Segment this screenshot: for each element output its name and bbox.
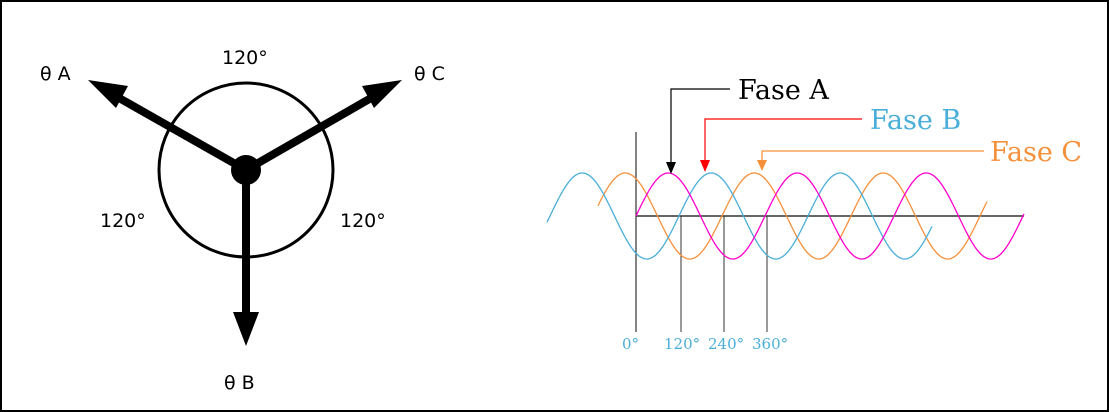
- wave-phase-b: [546, 172, 933, 260]
- wave-phase-a: [635, 172, 1025, 260]
- callout-label-fase-a: Fase A: [738, 75, 829, 106]
- tick-label-0: 0°: [622, 335, 639, 353]
- callout-label-fase-c: Fase C: [990, 137, 1082, 168]
- waveform-diagram: Fase A Fase B Fase C 0° 120° 240° 360°: [546, 75, 1082, 353]
- tick-label-360: 360°: [752, 335, 788, 353]
- vector-c-arrowhead: [362, 80, 402, 108]
- wave-phase-c: [597, 172, 988, 260]
- vector-c-shaft: [244, 90, 380, 174]
- label-theta-a: θ A: [40, 63, 71, 85]
- callout-arrowhead-a: [666, 162, 676, 174]
- angle-label-right: 120°: [340, 210, 386, 232]
- tick-label-240: 240°: [708, 335, 744, 353]
- callout-arrow-a: [670, 88, 730, 170]
- tick-label-120: 120°: [664, 335, 700, 353]
- angle-label-top: 120°: [222, 47, 268, 69]
- callout-arrowhead-c: [757, 160, 767, 171]
- vector-a-shaft: [110, 90, 248, 174]
- label-theta-c: θ C: [414, 63, 445, 85]
- label-theta-b: θ B: [224, 372, 255, 394]
- callout-arrowhead-b: [700, 160, 710, 172]
- phasor-center-dot: [231, 155, 261, 185]
- callout-arrow-c: [761, 150, 984, 167]
- vector-b-arrowhead: [233, 312, 259, 346]
- vector-a-arrowhead: [88, 80, 128, 108]
- callout-arrow-b: [704, 118, 862, 168]
- callout-label-fase-b: Fase B: [870, 105, 961, 136]
- angle-label-left: 120°: [100, 210, 146, 232]
- phasor-diagram: θ A θ C θ B 120° 120° 120°: [40, 47, 445, 394]
